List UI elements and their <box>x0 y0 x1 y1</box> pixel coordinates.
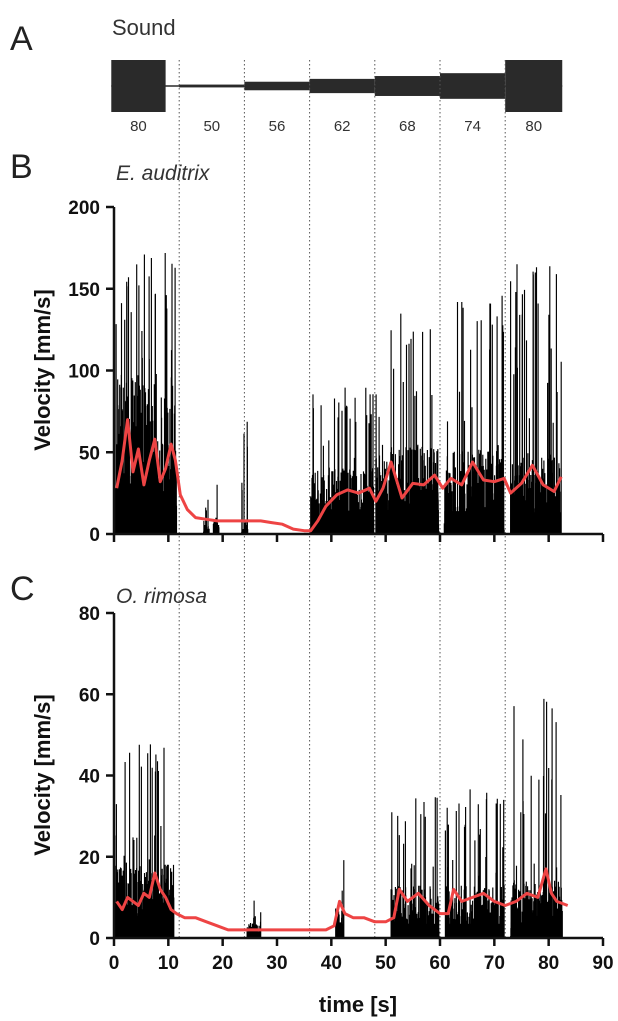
chart-c-raw-base-1 <box>247 933 261 938</box>
chart-c-ytick-label-0: 0 <box>89 929 100 950</box>
sound-label: Sound <box>112 15 176 40</box>
chart-b-raw-base-5 <box>375 509 439 534</box>
sound-segment-label-6: 80 <box>525 118 542 135</box>
chart-c-xtick-label-5: 50 <box>375 953 396 974</box>
chart-c-raw-base-2 <box>335 929 344 938</box>
sound-stimulus: 80 50 56 62 68 74 80 <box>111 60 563 135</box>
sound-segment-0 <box>111 60 166 112</box>
chart-c-raw-base-5 <box>510 922 563 938</box>
chart-c-raw-trace-3 <box>390 797 440 938</box>
sound-segment-label-0: 80 <box>130 118 147 135</box>
chart-b-ylabel: Velocity [mm/s] <box>30 289 55 450</box>
chart-b-raw-trace-6 <box>443 295 505 534</box>
chart-b-ytick-label-1: 50 <box>79 443 100 464</box>
chart-c-raw-base-0 <box>115 918 174 938</box>
chart-c-smoothed-line <box>115 867 569 932</box>
chart-c-ytick-label-1: 20 <box>79 848 100 869</box>
chart-c-xtick-label-4: 40 <box>321 953 342 974</box>
chart-b-raw-base-6 <box>444 511 505 534</box>
chart-c-raw-trace-5 <box>510 698 563 938</box>
chart-b-raw-base-2 <box>213 529 219 534</box>
chart-c-xtick-label-6: 60 <box>429 953 450 974</box>
chart-c-xtick-label-3: 30 <box>266 953 287 974</box>
chart-b-raw-base-3 <box>241 530 248 534</box>
sound-segment-5 <box>440 73 506 99</box>
panel-b: B E. auditrix Velocity [mm/s] 0 50 100 150 2… <box>10 148 605 546</box>
panel-c: C O. rimosa Velocity [mm/s] time [s] 0 20… <box>10 570 614 1017</box>
chart-b-raw-base-4 <box>310 515 374 534</box>
chart-b-ytick-label-0: 0 <box>89 525 100 546</box>
chart-c-raw-trace-1 <box>246 900 262 938</box>
chart-c-xtick-label-0: 0 <box>109 953 120 974</box>
chart-c-raw-trace-2 <box>335 860 345 938</box>
sound-segment-label-4: 68 <box>399 118 416 135</box>
sound-segment-4 <box>374 76 440 96</box>
chart-c-raw-trace-4 <box>444 789 505 938</box>
chart-c-ylabel: Velocity [mm/s] <box>30 694 55 855</box>
chart-b-smoothed-line <box>115 418 563 533</box>
panel-letter-a: A <box>10 20 33 58</box>
chart-c-xtick-label-2: 20 <box>212 953 233 974</box>
chart-b-ytick-label-2: 100 <box>68 362 100 383</box>
chart-b-ytick-label-3: 150 <box>68 280 100 301</box>
chart-b-raw-trace-7 <box>510 264 562 534</box>
sound-segment-2 <box>244 81 310 91</box>
sound-segment-label-2: 56 <box>269 118 286 135</box>
sound-segment-1 <box>179 84 245 88</box>
chart-c-xtick-label-8: 80 <box>538 953 559 974</box>
chart-b-plot: 0 50 100 150 200 <box>68 198 605 546</box>
sound-segment-label-5: 74 <box>464 118 481 135</box>
chart-b-raw-trace-4 <box>310 387 375 534</box>
sound-segment-3 <box>309 78 375 94</box>
chart-c-ytick-label-4: 80 <box>79 604 100 625</box>
chart-c-ytick-label-2: 40 <box>79 767 100 788</box>
chart-b-ytick-label-4: 200 <box>68 198 100 219</box>
chart-c-ytick-label-3: 60 <box>79 685 100 706</box>
chart-c-xtick-label-9: 90 <box>592 953 613 974</box>
panel-letter-c: C <box>10 570 35 608</box>
sound-segment-label-3: 62 <box>334 118 351 135</box>
panel-letter-b: B <box>10 148 33 186</box>
chart-c-raw-base-4 <box>445 923 505 938</box>
chart-b-raw-base-1 <box>203 530 210 534</box>
chart-b-raw-trace-2 <box>212 484 220 534</box>
panel-a: A Sound 80 50 56 62 68 74 80 <box>10 15 563 135</box>
chart-c-xtick-label-1: 10 <box>158 953 179 974</box>
sound-segment-6 <box>505 60 563 112</box>
sound-segment-label-1: 50 <box>203 118 220 135</box>
chart-c-xlabel: time [s] <box>319 992 397 1017</box>
chart-c-xtick-label-7: 70 <box>484 953 505 974</box>
chart-c-raw-base-3 <box>391 923 439 938</box>
chart-b-raw-base-0 <box>115 491 177 534</box>
chart-b-raw-trace-1 <box>203 499 210 534</box>
chart-c-title: O. rimosa <box>116 585 207 608</box>
chart-b-title: E. auditrix <box>116 162 211 185</box>
chart-c-plot: 0 20 40 60 80 0 10 20 30 40 50 60 70 80 90 <box>79 604 614 974</box>
chart-b-raw-base-7 <box>510 512 562 534</box>
chart-b-raw-trace-5 <box>375 313 440 534</box>
